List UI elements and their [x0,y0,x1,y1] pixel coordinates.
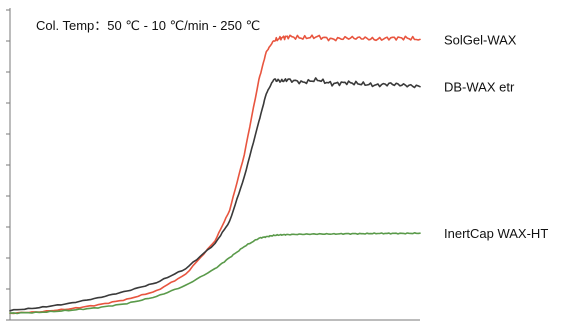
series-line-solgel-wax [9,34,421,315]
series-line-db-wax-etr [9,77,421,312]
series-line-inertcap-wax-ht [9,232,421,315]
legend-label-inertcap-wax-ht: InertCap WAX-HT [444,226,548,241]
series-group [9,34,421,315]
chart-annotation: Col. Temp：50 ℃ - 10 ℃/min - 250 ℃ [36,18,260,33]
axes [6,8,420,321]
legend-label-solgel-wax: SolGel-WAX [444,32,517,47]
legend-label-db-wax-etr: DB-WAX etr [444,80,515,95]
legend: SolGel-WAX DB-WAX etr InertCap WAX-HT [444,32,548,241]
